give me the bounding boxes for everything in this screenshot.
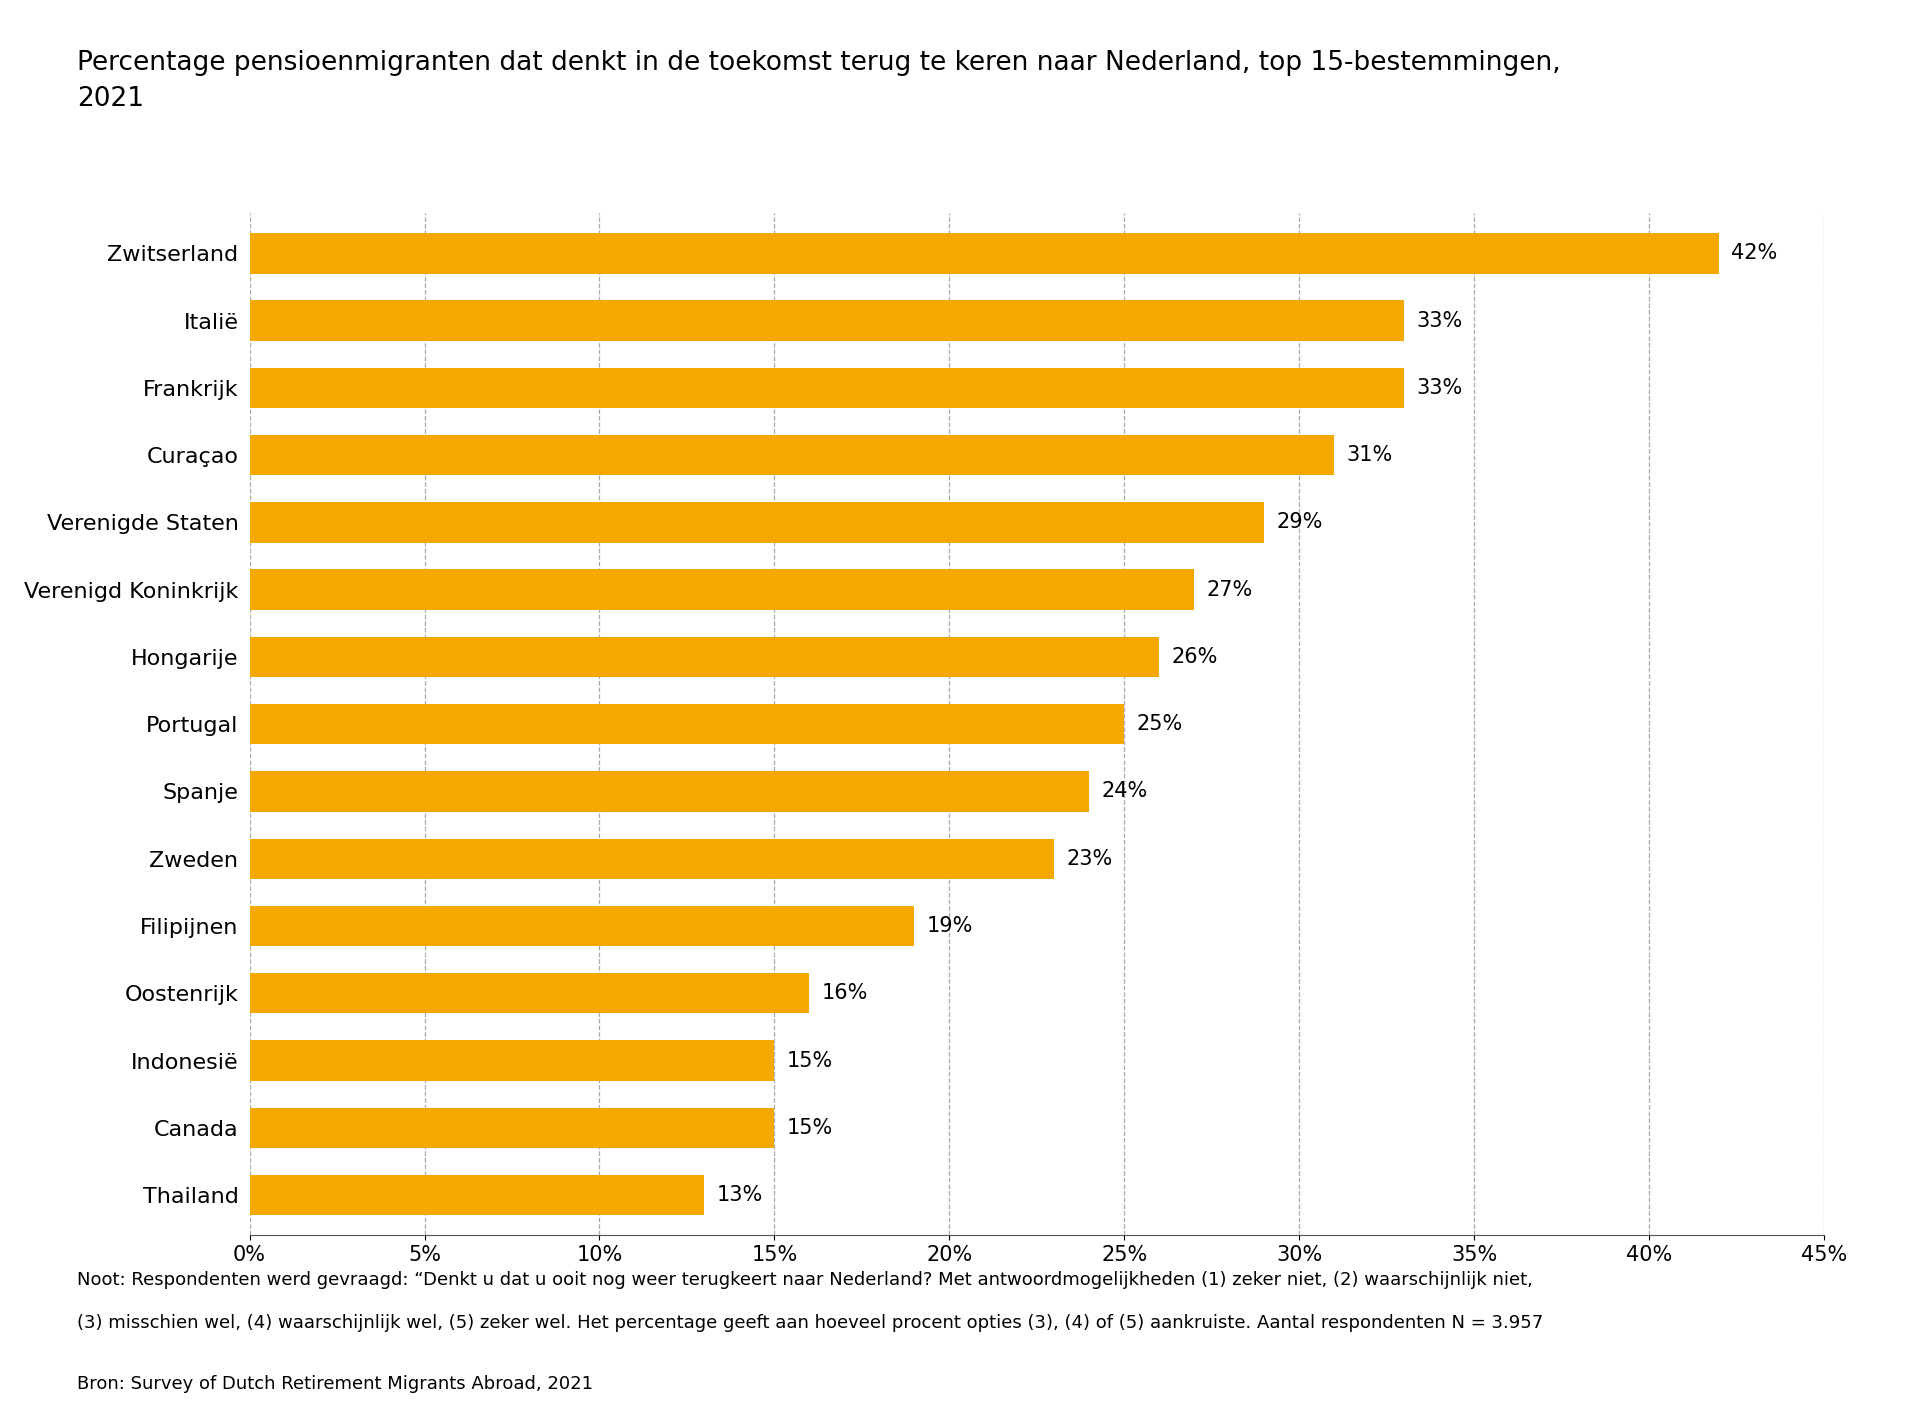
Text: 33%: 33% <box>1417 378 1463 398</box>
Bar <box>250 301 1404 341</box>
Text: Bron: Survey of Dutch Retirement Migrants Abroad, 2021: Bron: Survey of Dutch Retirement Migrant… <box>77 1375 593 1393</box>
Bar <box>250 569 1194 609</box>
Text: (3) misschien wel, (4) waarschijnlijk wel, (5) zeker wel. Het percentage geeft a: (3) misschien wel, (4) waarschijnlijk we… <box>77 1314 1544 1332</box>
Bar <box>250 1174 705 1216</box>
Bar <box>250 839 1054 879</box>
Bar <box>250 503 1263 542</box>
Text: Noot: Respondenten werd gevraagd: “Denkt u dat u ooit nog weer terugkeert naar N: Noot: Respondenten werd gevraagd: “Denkt… <box>77 1271 1532 1289</box>
Text: 16%: 16% <box>822 983 868 1004</box>
Text: 15%: 15% <box>787 1118 833 1137</box>
Bar <box>250 1041 774 1081</box>
Text: 23%: 23% <box>1066 849 1114 869</box>
Text: 33%: 33% <box>1417 311 1463 331</box>
Text: Percentage pensioenmigranten dat denkt in de toekomst terug te keren naar Nederl: Percentage pensioenmigranten dat denkt i… <box>77 50 1561 112</box>
Text: 15%: 15% <box>787 1051 833 1071</box>
Text: 29%: 29% <box>1277 513 1323 532</box>
Text: 13%: 13% <box>716 1186 762 1206</box>
Text: 19%: 19% <box>927 916 973 936</box>
Bar <box>250 636 1160 677</box>
Text: 26%: 26% <box>1171 648 1217 667</box>
Bar <box>250 973 810 1014</box>
Text: 24%: 24% <box>1102 781 1148 801</box>
Bar <box>250 704 1125 744</box>
Text: 31%: 31% <box>1346 444 1392 466</box>
Text: 42%: 42% <box>1732 243 1778 263</box>
Bar <box>250 233 1718 274</box>
Bar <box>250 906 914 946</box>
Text: 27%: 27% <box>1206 579 1252 599</box>
Bar <box>250 368 1404 408</box>
Bar <box>250 1108 774 1147</box>
Bar <box>250 435 1334 476</box>
Bar <box>250 771 1089 812</box>
Text: 25%: 25% <box>1137 714 1183 734</box>
